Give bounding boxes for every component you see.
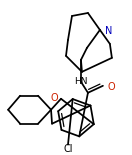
Text: N: N xyxy=(105,26,112,36)
Text: O: O xyxy=(108,82,116,92)
Text: O: O xyxy=(50,93,58,103)
Text: Cl: Cl xyxy=(63,144,73,154)
Text: HN: HN xyxy=(74,77,88,86)
